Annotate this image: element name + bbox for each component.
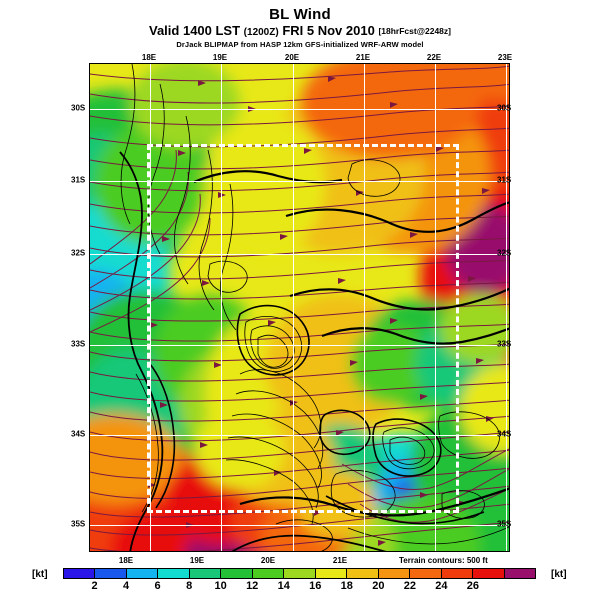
colorbar-segment-4 — [189, 569, 222, 578]
coastline — [119, 151, 387, 551]
gridline-lon-22E — [435, 64, 436, 551]
gridline-lat-31S — [90, 181, 509, 182]
colorbar-tick-2: 2 — [91, 580, 98, 592]
colorbar-segment-14 — [504, 569, 536, 578]
gridline-lat-32S — [90, 254, 509, 255]
lon-label-bottom-0: 18E — [118, 556, 134, 565]
valid-time-row: Valid 1400 LST (1200Z) FRI 5 Nov 2010 [1… — [0, 23, 600, 40]
colorbar-segment-1 — [95, 569, 127, 578]
lat-label-right-4: 34S — [497, 429, 512, 439]
lon-label-bottom-2: 20E — [260, 556, 276, 565]
lat-label-left-2: 32S — [71, 248, 86, 258]
streamline-arrows — [148, 76, 494, 546]
colorbar-unit-right: [kt] — [551, 569, 567, 580]
map-plot-area[interactable] — [89, 63, 510, 552]
colorbar-tick-10: 10 — [214, 580, 227, 592]
lat-label-left-4: 34S — [71, 429, 86, 439]
lat-label-left-3: 33S — [71, 339, 86, 349]
lat-label-left-5: 35S — [71, 519, 86, 529]
valid-time-utc: (1200Z) — [243, 27, 279, 38]
colorbar-segment-9 — [347, 569, 379, 578]
colorbar-segment-7 — [284, 569, 316, 578]
lon-label-bottom-1: 19E — [189, 556, 205, 565]
lon-label-top-4: 22E — [426, 53, 442, 62]
forecast-stamp: [18hrFcst@2248z] — [378, 26, 451, 36]
colorbar-tick-16: 16 — [309, 580, 322, 592]
gridline-lon-21E — [364, 64, 365, 551]
subdomain-box — [147, 144, 459, 513]
colorbar-tick-14: 14 — [277, 580, 290, 592]
valid-date: FRI 5 Nov 2010 — [282, 23, 375, 38]
lon-label-top-5: 23E — [497, 53, 513, 62]
colorbar-segment-11 — [410, 569, 442, 578]
colorbar-tick-22: 22 — [403, 580, 416, 592]
chart-header: BL Wind Valid 1400 LST (1200Z) FRI 5 Nov… — [0, 0, 600, 50]
colorbar-tick-24: 24 — [435, 580, 448, 592]
terrain-contours — [120, 64, 509, 551]
lon-label-top-1: 19E — [212, 53, 228, 62]
lon-label-top-0: 18E — [141, 53, 157, 62]
colorbar[interactable]: [kt] [kt] 2 4 6 8 10 12 14 16 18 20 22 24 26 — [0, 566, 600, 600]
lat-label-right-3: 33S — [497, 339, 512, 349]
gridline-lat-34S — [90, 435, 509, 436]
colorbar-tick-labels: 2 4 6 8 10 12 14 16 18 20 22 24 26 — [63, 580, 536, 596]
terrain-contour-note: Terrain contours: 500 ft — [399, 556, 488, 565]
lat-label-right-2: 32S — [497, 248, 512, 258]
gridline-lat-33S — [90, 345, 509, 346]
lat-label-left-1: 31S — [71, 175, 86, 185]
colorbar-unit-left: [kt] — [32, 569, 48, 580]
map-overlay — [90, 64, 509, 551]
valid-time-label: Valid 1400 LST — [149, 23, 241, 38]
colorbar-tick-18: 18 — [340, 580, 353, 592]
gridline-lon-20E — [293, 64, 294, 551]
colorbar-segment-5 — [221, 569, 253, 578]
colorbar-segment-6 — [252, 569, 285, 578]
colorbar-segment-0 — [64, 569, 96, 578]
colorbar-tick-20: 20 — [372, 580, 385, 592]
colorbar-segment-12 — [441, 569, 474, 578]
lat-label-right-5: 35S — [497, 519, 512, 529]
model-description: DrJack BLIPMAP from HASP 12km GFS-initia… — [176, 40, 424, 49]
lat-label-left-0: 30S — [71, 103, 86, 113]
lat-label-right-1: 31S — [497, 175, 512, 185]
gridline-lat-35S — [90, 525, 509, 526]
lat-label-right-0: 30S — [497, 103, 512, 113]
gridline-lon-18E — [150, 64, 151, 551]
lon-label-bottom-3: 21E — [332, 556, 348, 565]
colorbar-tick-6: 6 — [154, 580, 161, 592]
colorbar-tick-12: 12 — [246, 580, 259, 592]
colorbar-segment-2 — [126, 569, 159, 578]
colorbar-segment-3 — [158, 569, 190, 578]
lon-label-top-2: 20E — [284, 53, 300, 62]
colorbar-tick-26: 26 — [466, 580, 480, 592]
colorbar-tick-8: 8 — [186, 580, 193, 592]
colorbar-segment-10 — [378, 569, 411, 578]
gridline-lon-19E — [221, 64, 222, 551]
colorbar-gradient[interactable] — [63, 568, 536, 579]
lon-label-top-3: 21E — [355, 53, 371, 62]
colorbar-segment-8 — [315, 569, 348, 578]
colorbar-tick-4: 4 — [123, 580, 130, 592]
colorbar-segment-13 — [473, 569, 505, 578]
gridline-lon-23E — [506, 64, 507, 551]
gridline-lat-30S — [90, 109, 509, 110]
page-title: BL Wind — [269, 6, 331, 23]
